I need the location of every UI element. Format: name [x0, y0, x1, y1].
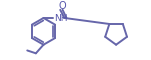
Text: NH: NH	[54, 14, 67, 23]
Text: O: O	[58, 1, 66, 11]
